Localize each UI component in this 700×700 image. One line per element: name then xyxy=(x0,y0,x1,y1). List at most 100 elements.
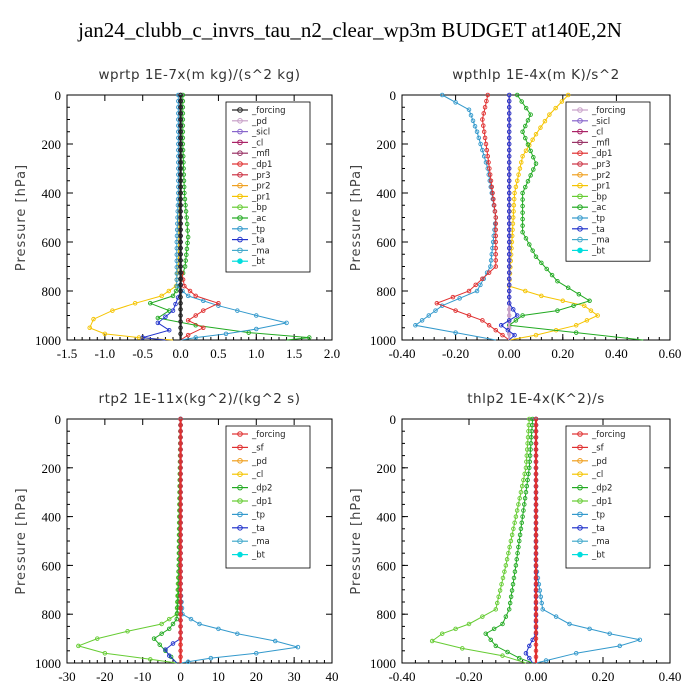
panel-4: thlp2 1E-4x(K^2)/s Pressure [hPa] -0.40 -0.… xyxy=(349,391,681,684)
series-marker_dp2 xyxy=(515,550,520,556)
series-marker_dp1 xyxy=(504,557,510,562)
legend-marker xyxy=(237,150,243,156)
series-marker_forcing xyxy=(533,520,539,525)
x-tick-label: 0.20 xyxy=(551,346,574,361)
series-marker_forcing xyxy=(533,465,539,471)
series-marker_forcing xyxy=(178,184,183,190)
series-marker_tp xyxy=(433,308,438,313)
series-marker_ac xyxy=(307,335,312,340)
series-marker_dp1 xyxy=(513,514,519,519)
series-marker_forcing xyxy=(533,636,539,641)
series-marker_dp1 xyxy=(497,588,503,593)
series-marker_dp1 xyxy=(516,502,521,507)
series-marker_forcing xyxy=(533,508,539,513)
y-tick-label: 0 xyxy=(55,412,62,427)
series-marker_forcing xyxy=(178,569,183,574)
series-marker_ac xyxy=(184,252,189,257)
panel-3: rtp2 1E-11x(kg^2)/(kg^2 s) Pressure [hPa]… xyxy=(14,391,339,684)
panel-title: rtp2 1E-11x(kg^2)/(kg^2 s) xyxy=(99,391,301,407)
series-marker_pr1 xyxy=(516,172,521,177)
series-marker_tp xyxy=(254,313,259,318)
series-marker_forcing xyxy=(533,489,539,495)
series-marker_dp1 xyxy=(148,657,153,662)
series-marker_tp xyxy=(607,631,612,636)
legend-label: _forcing xyxy=(251,106,286,116)
series-marker_dp1 xyxy=(481,129,487,134)
series-marker_tp xyxy=(216,303,221,308)
series-marker_pr1 xyxy=(509,233,515,239)
series-marker_forcing xyxy=(178,307,183,312)
legend-marker xyxy=(577,226,583,232)
legend-marker xyxy=(237,139,243,146)
series-marker_forcing xyxy=(178,233,183,239)
series-marker_dp2 xyxy=(527,465,532,471)
legend-marker xyxy=(577,193,583,200)
series-marker_dp2 xyxy=(505,649,510,655)
series-marker_forcing xyxy=(178,319,183,324)
series-marker_forcing xyxy=(533,593,539,599)
series-marker_dp1 xyxy=(487,166,492,171)
series-marker_dp2 xyxy=(170,621,176,627)
series-marker_dp2 xyxy=(517,655,522,661)
series-marker_ta xyxy=(170,308,176,313)
series-marker_dp1 xyxy=(493,607,499,612)
series-marker_ac xyxy=(520,216,525,222)
series-marker_forcing xyxy=(178,190,183,196)
series-marker_ac xyxy=(544,266,549,272)
series-marker_tp xyxy=(175,215,180,220)
series-marker_ac xyxy=(155,315,161,321)
series-marker_forcing xyxy=(533,422,539,428)
x-tick-label: -0.20 xyxy=(442,346,469,361)
series-marker_pr1 xyxy=(166,288,172,294)
series-marker_forcing xyxy=(178,288,183,294)
series-marker_tp xyxy=(466,107,472,112)
series-marker_forcing xyxy=(178,141,183,147)
series-marker_ta xyxy=(506,98,512,104)
series-marker_forcing xyxy=(533,642,539,647)
series-marker_forcing xyxy=(178,172,183,177)
series-marker_ta xyxy=(155,320,161,326)
legend-marker xyxy=(237,161,243,167)
series-marker_tp xyxy=(453,330,458,335)
series-marker_pr1 xyxy=(514,178,520,183)
legend-marker xyxy=(237,258,243,265)
series-marker_ta xyxy=(506,147,512,153)
series-marker_dp1 xyxy=(517,496,522,501)
series-marker_tp xyxy=(235,631,240,636)
series-marker_dp2 xyxy=(483,631,489,636)
series-marker_dp1 xyxy=(500,653,505,658)
series-marker_ta xyxy=(506,123,512,128)
series-marker_forcing xyxy=(178,104,183,110)
legend-label: _tp xyxy=(251,225,265,235)
series-marker_forcing xyxy=(178,178,183,183)
series-marker_dp1 xyxy=(493,251,499,257)
series-marker_ac xyxy=(513,318,519,323)
series-marker_tp xyxy=(197,621,202,627)
series-marker_ac xyxy=(555,308,560,313)
y-tick-label: 600 xyxy=(377,235,397,250)
series-marker_forcing xyxy=(178,147,183,153)
series-marker_dp1 xyxy=(485,153,491,159)
series-marker_tp xyxy=(490,239,496,245)
series-line_dp1 xyxy=(76,418,182,664)
legend-label: _forcing xyxy=(251,430,286,440)
series-marker_forcing xyxy=(178,111,183,116)
series-marker_ac xyxy=(520,129,525,134)
series-marker_forcing xyxy=(533,447,539,452)
legend-marker xyxy=(237,182,243,189)
series-marker_pr1 xyxy=(565,92,571,98)
legend-marker xyxy=(577,182,583,189)
series-marker_dp1 xyxy=(493,215,499,220)
series-marker_dp1 xyxy=(493,239,499,245)
series-marker_tp xyxy=(201,298,206,304)
series-marker_forcing xyxy=(178,563,183,568)
series-marker_forcing xyxy=(178,654,183,660)
series-marker_dp2 xyxy=(516,544,521,550)
y-axis-label: Pressure [hPa] xyxy=(349,164,364,271)
series-marker_tp xyxy=(476,135,482,141)
series-marker_dp1 xyxy=(484,98,489,104)
series-marker_ta xyxy=(506,258,512,263)
series-marker_ta xyxy=(506,184,512,190)
legend-marker xyxy=(237,236,243,243)
legend-label: _mfl xyxy=(591,138,610,148)
